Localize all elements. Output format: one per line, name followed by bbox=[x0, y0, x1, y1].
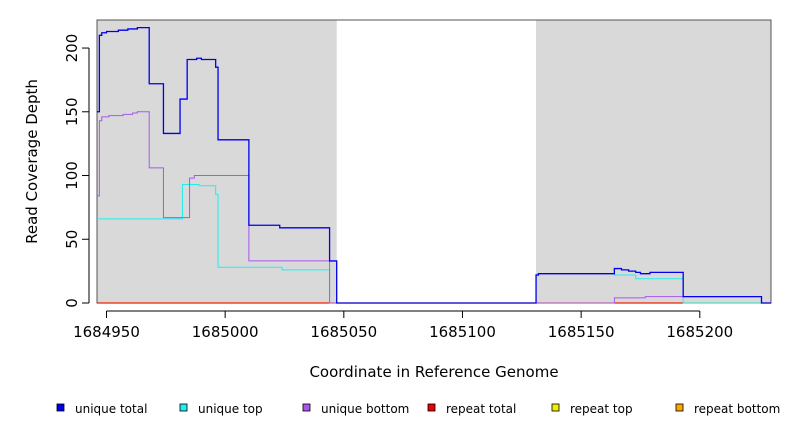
shaded-regions bbox=[97, 20, 771, 303]
y-tick-label-0: 0 bbox=[63, 298, 81, 308]
series-lines bbox=[97, 27, 771, 304]
y-tick-label-200: 200 bbox=[63, 34, 81, 63]
y-axis-title: Read Coverage Depth bbox=[23, 79, 41, 244]
legend-label-repeat-total: repeat total bbox=[446, 402, 516, 416]
series-line-unique-bottom bbox=[97, 111, 771, 304]
legend-label-unique-top: unique top bbox=[198, 402, 263, 416]
shaded-region-2 bbox=[536, 20, 771, 303]
legend-swatch-unique-bottom bbox=[302, 403, 311, 412]
x-axis-title: Coordinate in Reference Genome bbox=[309, 363, 558, 381]
y-axis: 0 50 100 150 200 bbox=[63, 34, 90, 308]
legend-swatch-unique-total bbox=[56, 403, 65, 412]
legend-label-unique-total: unique total bbox=[75, 402, 147, 416]
x-tick-label-1685150: 1685150 bbox=[548, 323, 615, 341]
legend-label-repeat-bottom: repeat bottom bbox=[694, 402, 780, 416]
series-line-unique-total bbox=[97, 27, 771, 304]
x-axis: 1684950 1685000 1685050 1685100 1685150 16852… bbox=[73, 310, 733, 341]
x-tick-label-1685200: 1685200 bbox=[666, 323, 733, 341]
legend-swatch-repeat-top bbox=[551, 403, 560, 412]
legend: unique total unique top unique bottom repea… bbox=[56, 402, 780, 416]
legend-label-unique-bottom: unique bottom bbox=[321, 402, 409, 416]
legend-swatch-unique-top bbox=[179, 403, 188, 412]
y-tick-label-50: 50 bbox=[63, 230, 81, 249]
x-tick-label-1685100: 1685100 bbox=[429, 323, 496, 341]
x-tick-label-1685050: 1685050 bbox=[310, 323, 377, 341]
legend-swatch-repeat-total bbox=[427, 403, 436, 412]
legend-swatch-repeat-bottom bbox=[675, 403, 684, 412]
y-tick-label-150: 150 bbox=[63, 97, 81, 126]
x-tick-label-1684950: 1684950 bbox=[73, 323, 140, 341]
legend-label-repeat-top: repeat top bbox=[570, 402, 633, 416]
y-tick-label-100: 100 bbox=[63, 161, 81, 190]
x-tick-label-1685000: 1685000 bbox=[192, 323, 259, 341]
